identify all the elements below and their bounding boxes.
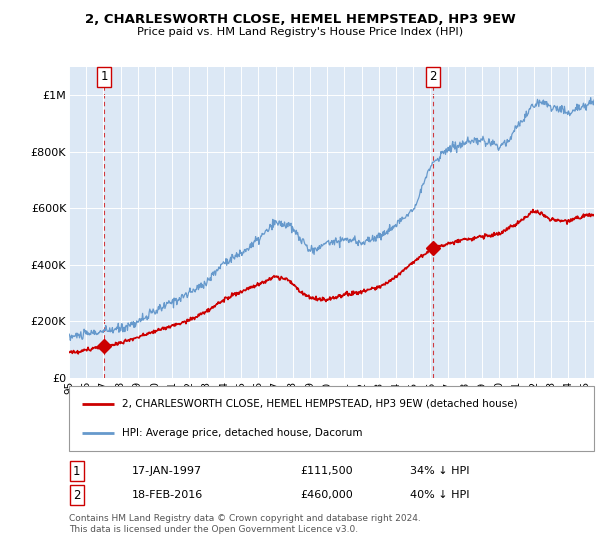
Text: £111,500: £111,500 (300, 466, 353, 476)
Text: 2: 2 (73, 489, 80, 502)
Text: 18-FEB-2016: 18-FEB-2016 (132, 491, 203, 501)
Text: 34% ↓ HPI: 34% ↓ HPI (410, 466, 470, 476)
FancyBboxPatch shape (69, 386, 594, 451)
Text: 2, CHARLESWORTH CLOSE, HEMEL HEMPSTEAD, HP3 9EW: 2, CHARLESWORTH CLOSE, HEMEL HEMPSTEAD, … (85, 13, 515, 26)
Text: HPI: Average price, detached house, Dacorum: HPI: Average price, detached house, Daco… (121, 428, 362, 438)
Text: 40% ↓ HPI: 40% ↓ HPI (410, 491, 470, 501)
Text: 1: 1 (73, 464, 80, 478)
Text: 1: 1 (100, 71, 108, 83)
Text: Contains HM Land Registry data © Crown copyright and database right 2024.
This d: Contains HM Land Registry data © Crown c… (69, 514, 421, 534)
Text: 2: 2 (429, 71, 436, 83)
Text: £460,000: £460,000 (300, 491, 353, 501)
Text: 2, CHARLESWORTH CLOSE, HEMEL HEMPSTEAD, HP3 9EW (detached house): 2, CHARLESWORTH CLOSE, HEMEL HEMPSTEAD, … (121, 399, 517, 409)
Text: 17-JAN-1997: 17-JAN-1997 (132, 466, 202, 476)
Text: Price paid vs. HM Land Registry's House Price Index (HPI): Price paid vs. HM Land Registry's House … (137, 27, 463, 38)
